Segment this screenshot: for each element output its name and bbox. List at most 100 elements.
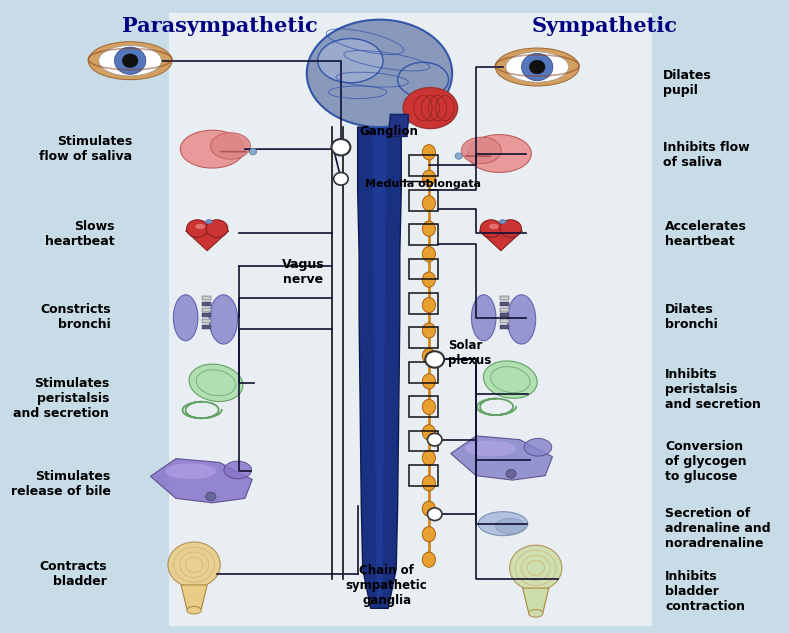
Ellipse shape bbox=[206, 220, 212, 223]
Text: Chain of
sympathetic
ganglia: Chain of sympathetic ganglia bbox=[346, 564, 428, 607]
Ellipse shape bbox=[422, 552, 436, 567]
FancyBboxPatch shape bbox=[169, 13, 652, 626]
Text: Secretion of
adrenaline and
noradrenaline: Secretion of adrenaline and noradrenalin… bbox=[665, 506, 771, 549]
Circle shape bbox=[455, 153, 462, 160]
Ellipse shape bbox=[174, 295, 198, 341]
Ellipse shape bbox=[495, 48, 579, 86]
Ellipse shape bbox=[466, 441, 516, 456]
Ellipse shape bbox=[403, 87, 458, 128]
FancyBboxPatch shape bbox=[202, 302, 211, 306]
Ellipse shape bbox=[481, 220, 502, 237]
Ellipse shape bbox=[209, 295, 237, 344]
Ellipse shape bbox=[398, 62, 448, 97]
Ellipse shape bbox=[99, 46, 162, 76]
Circle shape bbox=[249, 149, 256, 155]
FancyBboxPatch shape bbox=[202, 320, 211, 323]
Text: Stimulates
peristalsis
and secretion: Stimulates peristalsis and secretion bbox=[13, 377, 109, 420]
Polygon shape bbox=[151, 459, 252, 503]
Ellipse shape bbox=[187, 606, 201, 614]
FancyBboxPatch shape bbox=[202, 296, 211, 299]
Ellipse shape bbox=[467, 135, 531, 173]
Polygon shape bbox=[451, 436, 552, 480]
Ellipse shape bbox=[422, 425, 436, 440]
Ellipse shape bbox=[495, 518, 525, 534]
Ellipse shape bbox=[522, 53, 553, 80]
Ellipse shape bbox=[422, 196, 436, 211]
Ellipse shape bbox=[422, 501, 436, 517]
Circle shape bbox=[334, 173, 348, 185]
Text: Contracts
bladder: Contracts bladder bbox=[39, 560, 107, 587]
Text: Slows
heartbeat: Slows heartbeat bbox=[44, 220, 114, 248]
FancyBboxPatch shape bbox=[500, 325, 509, 329]
Circle shape bbox=[428, 434, 442, 446]
Ellipse shape bbox=[422, 527, 436, 542]
Text: Sympathetic: Sympathetic bbox=[532, 16, 678, 37]
FancyBboxPatch shape bbox=[202, 325, 211, 329]
Polygon shape bbox=[181, 585, 208, 609]
Ellipse shape bbox=[422, 476, 436, 491]
Text: Dilates
bronchi: Dilates bronchi bbox=[665, 303, 718, 330]
Ellipse shape bbox=[88, 42, 172, 80]
Ellipse shape bbox=[211, 133, 250, 160]
Polygon shape bbox=[388, 115, 409, 137]
Circle shape bbox=[506, 469, 516, 478]
FancyBboxPatch shape bbox=[500, 308, 509, 311]
Ellipse shape bbox=[524, 439, 552, 456]
Ellipse shape bbox=[422, 246, 436, 261]
Ellipse shape bbox=[318, 39, 383, 83]
Ellipse shape bbox=[224, 461, 252, 479]
Ellipse shape bbox=[422, 272, 436, 287]
FancyBboxPatch shape bbox=[500, 296, 509, 299]
Ellipse shape bbox=[478, 511, 528, 536]
Ellipse shape bbox=[422, 221, 436, 236]
Text: Medulla oblongata: Medulla oblongata bbox=[365, 179, 481, 189]
Ellipse shape bbox=[499, 220, 522, 237]
FancyBboxPatch shape bbox=[500, 320, 509, 323]
Text: Dilates
pupil: Dilates pupil bbox=[663, 69, 712, 97]
Text: Inhibits
bladder
contraction: Inhibits bladder contraction bbox=[665, 570, 745, 613]
Polygon shape bbox=[479, 230, 522, 251]
FancyBboxPatch shape bbox=[202, 308, 211, 311]
Ellipse shape bbox=[499, 220, 506, 223]
Ellipse shape bbox=[422, 170, 436, 185]
Polygon shape bbox=[185, 230, 229, 251]
Polygon shape bbox=[522, 588, 549, 612]
Text: Stimulates
release of bile: Stimulates release of bile bbox=[10, 470, 110, 498]
Text: Inhibits flow
of saliva: Inhibits flow of saliva bbox=[663, 141, 750, 170]
Text: Stimulates
flow of saliva: Stimulates flow of saliva bbox=[39, 135, 133, 163]
FancyBboxPatch shape bbox=[500, 302, 509, 306]
FancyBboxPatch shape bbox=[500, 313, 509, 317]
Text: Accelerates
heartbeat: Accelerates heartbeat bbox=[665, 220, 747, 248]
Ellipse shape bbox=[507, 295, 536, 344]
Ellipse shape bbox=[168, 542, 220, 587]
Ellipse shape bbox=[484, 361, 537, 398]
Ellipse shape bbox=[529, 610, 543, 617]
Ellipse shape bbox=[489, 223, 499, 229]
Ellipse shape bbox=[122, 54, 138, 68]
Ellipse shape bbox=[510, 545, 562, 591]
Ellipse shape bbox=[196, 223, 205, 229]
Ellipse shape bbox=[422, 374, 436, 389]
Ellipse shape bbox=[165, 463, 216, 479]
Ellipse shape bbox=[529, 60, 545, 74]
Text: Solar
plexus: Solar plexus bbox=[448, 339, 491, 367]
Ellipse shape bbox=[471, 295, 496, 341]
Text: Constricts
bronchi: Constricts bronchi bbox=[40, 303, 110, 330]
Text: Conversion
of glycogen
to glucose: Conversion of glycogen to glucose bbox=[665, 441, 746, 483]
Ellipse shape bbox=[307, 20, 452, 127]
Polygon shape bbox=[357, 127, 402, 608]
Ellipse shape bbox=[506, 52, 569, 82]
Ellipse shape bbox=[462, 137, 501, 164]
Ellipse shape bbox=[422, 450, 436, 465]
Ellipse shape bbox=[422, 145, 436, 160]
FancyBboxPatch shape bbox=[202, 313, 211, 317]
Ellipse shape bbox=[181, 130, 245, 168]
Circle shape bbox=[428, 508, 442, 520]
Circle shape bbox=[331, 139, 350, 156]
Ellipse shape bbox=[114, 47, 146, 74]
Circle shape bbox=[425, 351, 444, 368]
Ellipse shape bbox=[422, 348, 436, 363]
Text: Parasympathetic: Parasympathetic bbox=[122, 16, 317, 37]
Ellipse shape bbox=[187, 220, 208, 237]
Ellipse shape bbox=[422, 323, 436, 338]
